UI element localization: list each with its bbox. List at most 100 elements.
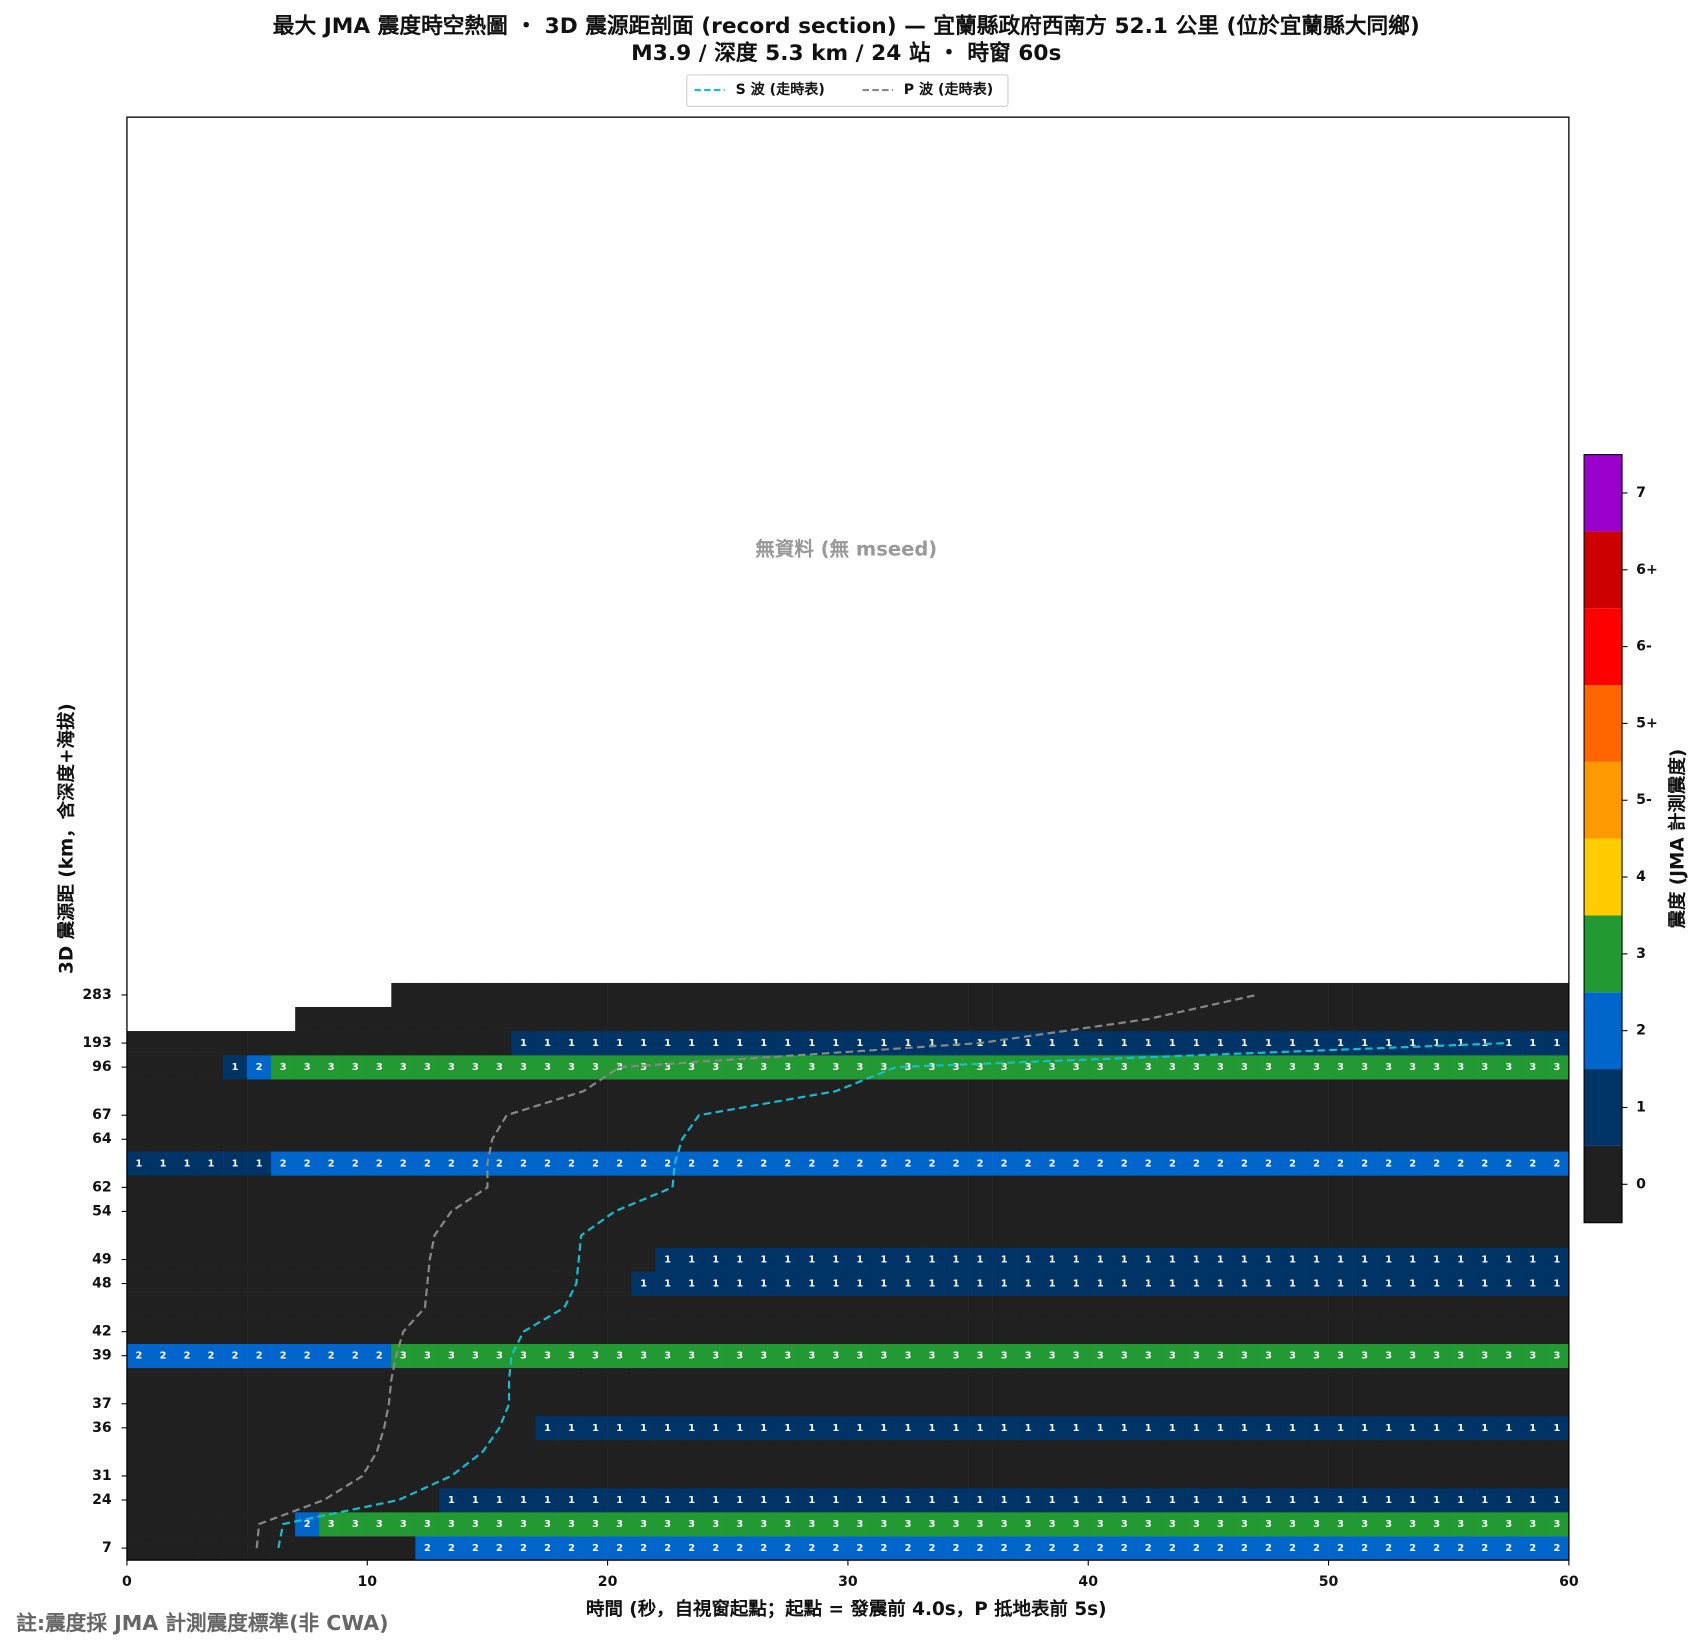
- heat-cell: [968, 982, 993, 1008]
- heat-cell: [391, 1127, 416, 1152]
- heat-cell: [1520, 1439, 1546, 1465]
- heat-cell: [223, 1271, 248, 1296]
- heat-cell: [126, 1391, 152, 1417]
- heat-cell: [1328, 1512, 1353, 1537]
- heat-cell: [1256, 1175, 1281, 1200]
- heat-cell: [126, 1031, 152, 1056]
- heat-cell: [679, 982, 705, 1008]
- heat-cell: [583, 1536, 608, 1561]
- heat-cell: [1280, 1487, 1305, 1513]
- heat-cell: [295, 1536, 320, 1561]
- cell-label: 3: [328, 1519, 335, 1530]
- heat-cell: [463, 1223, 488, 1248]
- cell-label: 1: [688, 1423, 695, 1434]
- heat-cell: [199, 1343, 224, 1369]
- heat-cell: [295, 1295, 320, 1320]
- heat-cell: [920, 1175, 945, 1200]
- heat-cell: [126, 1055, 152, 1080]
- heat-cell: [992, 1271, 1017, 1296]
- heat-cell: [1544, 1463, 1570, 1489]
- cell-label: 1: [1145, 1038, 1152, 1049]
- heat-cell: [1064, 1127, 1089, 1152]
- cell-label: 1: [1169, 1423, 1176, 1434]
- heat-cell: [847, 1439, 873, 1465]
- heat-cell: [1040, 1103, 1065, 1128]
- heat-cell: [775, 1127, 801, 1152]
- heat-cell: [1280, 1223, 1305, 1248]
- heat-cell: [871, 1247, 897, 1272]
- heat-cell: [847, 1055, 873, 1080]
- cell-label: 3: [1457, 1351, 1464, 1362]
- heat-cell: [1352, 1487, 1377, 1513]
- heat-cell: [920, 1487, 945, 1513]
- heat-cell: [871, 1463, 897, 1489]
- heat-cell: [463, 1512, 488, 1537]
- heat-cell: [607, 1295, 632, 1320]
- heat-cell: [1136, 1367, 1161, 1393]
- cell-label: 1: [1241, 1255, 1248, 1266]
- heat-cell: [1472, 1199, 1498, 1224]
- heat-cell: [511, 1512, 536, 1537]
- heat-cell: [319, 1487, 344, 1513]
- cell-label: 1: [1313, 1255, 1320, 1266]
- heat-cell: [1472, 1271, 1498, 1296]
- heat-cell: [631, 1031, 656, 1056]
- heat-cell: [1280, 1247, 1305, 1272]
- heat-cell: [199, 1487, 224, 1513]
- cell-label: 3: [376, 1519, 383, 1530]
- cell-label: 3: [905, 1519, 912, 1530]
- cell-label: 2: [1433, 1158, 1440, 1169]
- cell-label: 1: [1361, 1255, 1368, 1266]
- heat-cell: [391, 1223, 416, 1248]
- cell-label: 3: [1409, 1519, 1416, 1530]
- y-tick-label: 67: [92, 1107, 112, 1123]
- cell-label: 1: [1385, 1279, 1392, 1290]
- cell-label: 3: [712, 1062, 719, 1073]
- heat-cell: [271, 1487, 296, 1513]
- heat-cell: [655, 982, 681, 1008]
- heat-cell: [679, 1439, 705, 1465]
- annotation: 無資料 (無 mseed): [755, 538, 937, 561]
- heat-cell: [751, 1487, 777, 1513]
- heat-cell: [199, 1247, 224, 1272]
- colorbar-label: 震度 (JMA 計測震度): [1666, 749, 1688, 929]
- heat-cell: [944, 1463, 969, 1489]
- heat-cell: [895, 1247, 921, 1272]
- heat-cell: [992, 1247, 1017, 1272]
- heat-cell: [1496, 982, 1522, 1008]
- heat-cell: [1352, 1295, 1377, 1320]
- heat-cell: [679, 1247, 705, 1272]
- heat-cell: [199, 1031, 224, 1056]
- cell-label: 1: [1433, 1495, 1440, 1506]
- cell-label: 3: [929, 1062, 936, 1073]
- cell-label: 1: [833, 1279, 840, 1290]
- heat-cell: [295, 1512, 320, 1537]
- heat-cell: [871, 1079, 897, 1104]
- heat-cell: [823, 1415, 849, 1441]
- cell-label: 1: [1049, 1279, 1056, 1290]
- heat-cell: [487, 1006, 512, 1032]
- cell-label: 1: [592, 1423, 599, 1434]
- heat-cell: [775, 1175, 801, 1200]
- travel-time-line: [255, 993, 1257, 1549]
- heat-cell: [871, 1343, 897, 1369]
- travel-time-line: [277, 1041, 1509, 1549]
- heat-cell: [1496, 1391, 1522, 1417]
- cell-label: 1: [640, 1038, 647, 1049]
- heat-cell: [415, 1079, 440, 1104]
- y-tick-label: 31: [92, 1468, 112, 1484]
- heat-cell: [439, 1247, 464, 1272]
- heat-cell: [1544, 982, 1570, 1008]
- heat-cell: [968, 1175, 993, 1200]
- heat-cell: [1280, 1343, 1305, 1369]
- cell-label: 3: [1049, 1519, 1056, 1530]
- heat-cell: [319, 1175, 344, 1200]
- cell-label: 1: [905, 1423, 912, 1434]
- heat-cell: [1376, 1247, 1401, 1272]
- heat-cell: [607, 1247, 632, 1272]
- heat-cell: [727, 1151, 753, 1176]
- heat-cell: [1544, 1006, 1570, 1032]
- heat-cell: [1400, 1439, 1426, 1465]
- heat-cell: [343, 1055, 368, 1080]
- heat-cell: [1352, 1512, 1377, 1537]
